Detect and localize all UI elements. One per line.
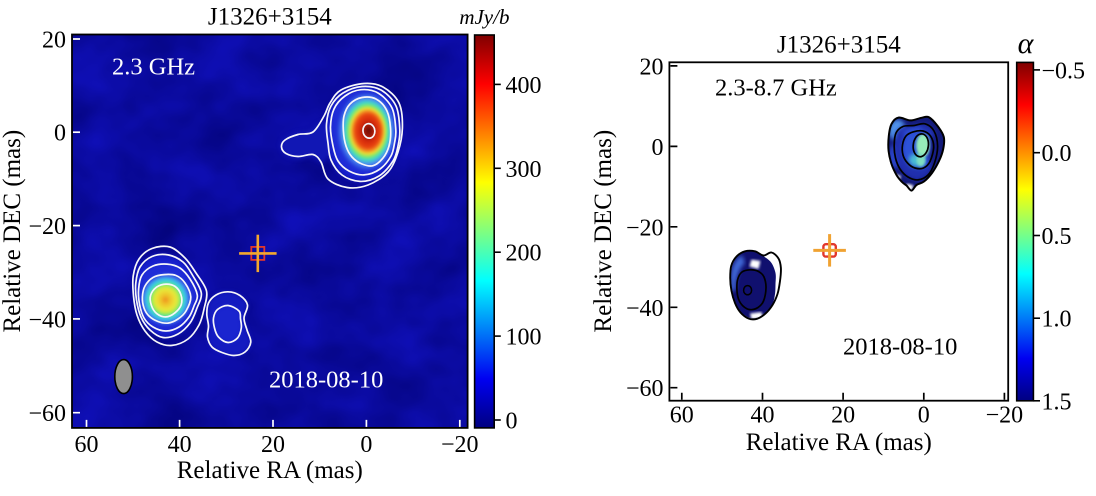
svg-text:−20: −20 <box>441 432 479 458</box>
svg-text:−0.5: −0.5 <box>1042 58 1086 84</box>
svg-text:−40: −40 <box>626 296 664 322</box>
svg-text:−60: −60 <box>28 401 66 427</box>
svg-text:Relative DEC (mas): Relative DEC (mas) <box>0 130 26 333</box>
svg-text:Relative RA (mas): Relative RA (mas) <box>177 457 363 484</box>
svg-text:0: 0 <box>54 121 66 147</box>
svg-text:Relative RA (mas): Relative RA (mas) <box>746 429 932 456</box>
svg-text:40: 40 <box>168 432 192 458</box>
svg-text:200: 200 <box>506 241 542 267</box>
svg-text:α: α <box>1018 27 1035 60</box>
svg-text:−20: −20 <box>28 214 66 240</box>
svg-text:−60: −60 <box>626 376 664 402</box>
svg-text:1.5: 1.5 <box>1042 389 1072 415</box>
svg-text:20: 20 <box>831 403 855 429</box>
svg-text:300: 300 <box>506 157 542 183</box>
svg-text:0: 0 <box>918 403 930 429</box>
svg-text:60: 60 <box>75 432 99 458</box>
svg-text:20: 20 <box>261 432 285 458</box>
svg-text:−20: −20 <box>626 215 664 241</box>
svg-text:2018-08-10: 2018-08-10 <box>843 334 957 361</box>
svg-text:mJy/b: mJy/b <box>459 5 509 29</box>
svg-text:40: 40 <box>751 403 775 429</box>
svg-text:0: 0 <box>652 135 664 161</box>
svg-text:0: 0 <box>360 432 372 458</box>
svg-text:−40: −40 <box>28 307 66 333</box>
svg-text:400: 400 <box>506 73 542 99</box>
svg-text:Relative DEC (mas): Relative DEC (mas) <box>590 130 617 333</box>
svg-text:20: 20 <box>42 28 66 54</box>
svg-text:2.3-8.7 GHz: 2.3-8.7 GHz <box>715 75 837 102</box>
svg-text:100: 100 <box>506 325 542 351</box>
svg-text:20: 20 <box>640 54 664 80</box>
svg-text:0: 0 <box>506 409 518 435</box>
svg-text:−20: −20 <box>986 403 1024 429</box>
svg-text:2018-08-10: 2018-08-10 <box>269 367 383 394</box>
svg-text:0.5: 0.5 <box>1042 224 1072 250</box>
svg-text:2.3 GHz: 2.3 GHz <box>112 54 195 81</box>
svg-text:60: 60 <box>670 403 694 429</box>
svg-text:1.0: 1.0 <box>1042 307 1072 333</box>
svg-text:0.0: 0.0 <box>1042 141 1072 167</box>
svg-text:J1326+3154: J1326+3154 <box>208 4 332 31</box>
svg-text:J1326+3154: J1326+3154 <box>777 32 901 59</box>
